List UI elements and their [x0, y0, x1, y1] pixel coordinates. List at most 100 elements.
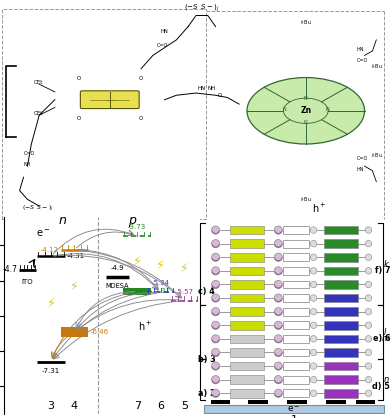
Circle shape [212, 348, 220, 357]
FancyBboxPatch shape [324, 348, 358, 357]
FancyBboxPatch shape [324, 226, 358, 234]
Text: $(-S\enspace S-)_j$: $(-S\enspace S-)_j$ [22, 204, 54, 214]
Circle shape [212, 267, 220, 275]
Circle shape [365, 254, 372, 260]
FancyBboxPatch shape [324, 267, 358, 275]
Text: O: O [139, 116, 143, 121]
Circle shape [212, 226, 220, 234]
Text: 7: 7 [134, 401, 141, 411]
Circle shape [365, 281, 372, 288]
FancyBboxPatch shape [230, 226, 264, 234]
Circle shape [274, 335, 282, 343]
FancyBboxPatch shape [283, 226, 309, 234]
Circle shape [310, 295, 317, 301]
Circle shape [274, 240, 282, 248]
Text: $t$-Bu: $t$-Bu [370, 62, 382, 71]
Circle shape [365, 308, 372, 315]
FancyBboxPatch shape [324, 375, 358, 384]
Text: O: O [76, 116, 80, 121]
Circle shape [247, 78, 365, 144]
Text: HN: HN [357, 167, 364, 171]
Circle shape [310, 363, 317, 370]
FancyBboxPatch shape [230, 389, 264, 398]
Text: b) 3: b) 3 [198, 355, 216, 364]
FancyBboxPatch shape [324, 280, 358, 289]
Circle shape [365, 227, 372, 233]
Text: n: n [58, 214, 66, 227]
Circle shape [212, 253, 220, 261]
Text: a) 2: a) 2 [198, 389, 216, 398]
FancyBboxPatch shape [283, 376, 309, 384]
Text: 1: 1 [290, 415, 298, 418]
Circle shape [365, 376, 372, 383]
FancyBboxPatch shape [230, 280, 264, 289]
Text: $t$-Bu: $t$-Bu [370, 151, 382, 159]
Text: -5.57: -5.57 [175, 288, 193, 295]
Text: -4.31: -4.31 [67, 253, 85, 259]
FancyBboxPatch shape [283, 390, 309, 397]
FancyBboxPatch shape [283, 349, 309, 357]
Circle shape [365, 268, 372, 274]
Text: HN: HN [357, 47, 364, 52]
Circle shape [274, 321, 282, 329]
Bar [356, 400, 376, 404]
Circle shape [310, 390, 317, 397]
Text: N: N [304, 96, 308, 101]
Circle shape [365, 295, 372, 301]
Circle shape [365, 349, 372, 356]
Circle shape [365, 240, 372, 247]
Circle shape [212, 294, 220, 302]
Text: m: m [382, 334, 390, 343]
FancyBboxPatch shape [324, 294, 358, 302]
Text: Zn: Zn [300, 106, 311, 115]
Text: $t$-Bu: $t$-Bu [300, 195, 312, 204]
FancyBboxPatch shape [283, 321, 309, 329]
FancyBboxPatch shape [80, 91, 139, 109]
Text: 6: 6 [157, 401, 164, 411]
Text: ⚡: ⚡ [133, 255, 142, 268]
Text: NH: NH [207, 86, 216, 91]
Circle shape [274, 389, 282, 398]
Text: $(-S\enspace S-)_j$: $(-S\enspace S-)_j$ [184, 3, 220, 14]
Text: 3: 3 [47, 401, 54, 411]
Circle shape [212, 335, 220, 343]
FancyBboxPatch shape [230, 253, 264, 262]
Text: h$^+$: h$^+$ [312, 202, 327, 215]
Text: N: N [325, 107, 329, 112]
Circle shape [212, 376, 220, 384]
Circle shape [212, 280, 220, 288]
Text: -6.46: -6.46 [90, 329, 108, 335]
Text: -5.31: -5.31 [153, 288, 171, 294]
Text: f) 7: f) 7 [374, 266, 390, 275]
FancyBboxPatch shape [230, 348, 264, 357]
Circle shape [310, 254, 317, 260]
Text: NH: NH [24, 162, 31, 167]
Circle shape [212, 308, 220, 316]
Circle shape [310, 281, 317, 288]
Bar [61, 327, 88, 336]
Text: O: O [218, 93, 221, 98]
FancyBboxPatch shape [324, 362, 358, 370]
Circle shape [365, 322, 372, 329]
Text: e$^-$: e$^-$ [36, 228, 50, 239]
Bar [248, 400, 267, 404]
Circle shape [310, 240, 317, 247]
Text: N: N [304, 120, 308, 125]
FancyBboxPatch shape [230, 321, 264, 330]
Text: ⚡: ⚡ [180, 262, 189, 275]
FancyBboxPatch shape [283, 362, 309, 370]
Circle shape [212, 389, 220, 398]
FancyBboxPatch shape [230, 294, 264, 302]
Text: HN: HN [198, 86, 206, 91]
Text: O: O [76, 76, 80, 81]
Text: MDESA: MDESA [106, 283, 129, 289]
Circle shape [310, 268, 317, 274]
FancyBboxPatch shape [283, 240, 309, 247]
Text: ITO: ITO [22, 279, 33, 285]
Circle shape [310, 322, 317, 329]
FancyBboxPatch shape [230, 334, 264, 343]
Circle shape [283, 98, 328, 123]
Text: OEt: OEt [34, 111, 43, 116]
Circle shape [274, 294, 282, 302]
Circle shape [274, 280, 282, 288]
